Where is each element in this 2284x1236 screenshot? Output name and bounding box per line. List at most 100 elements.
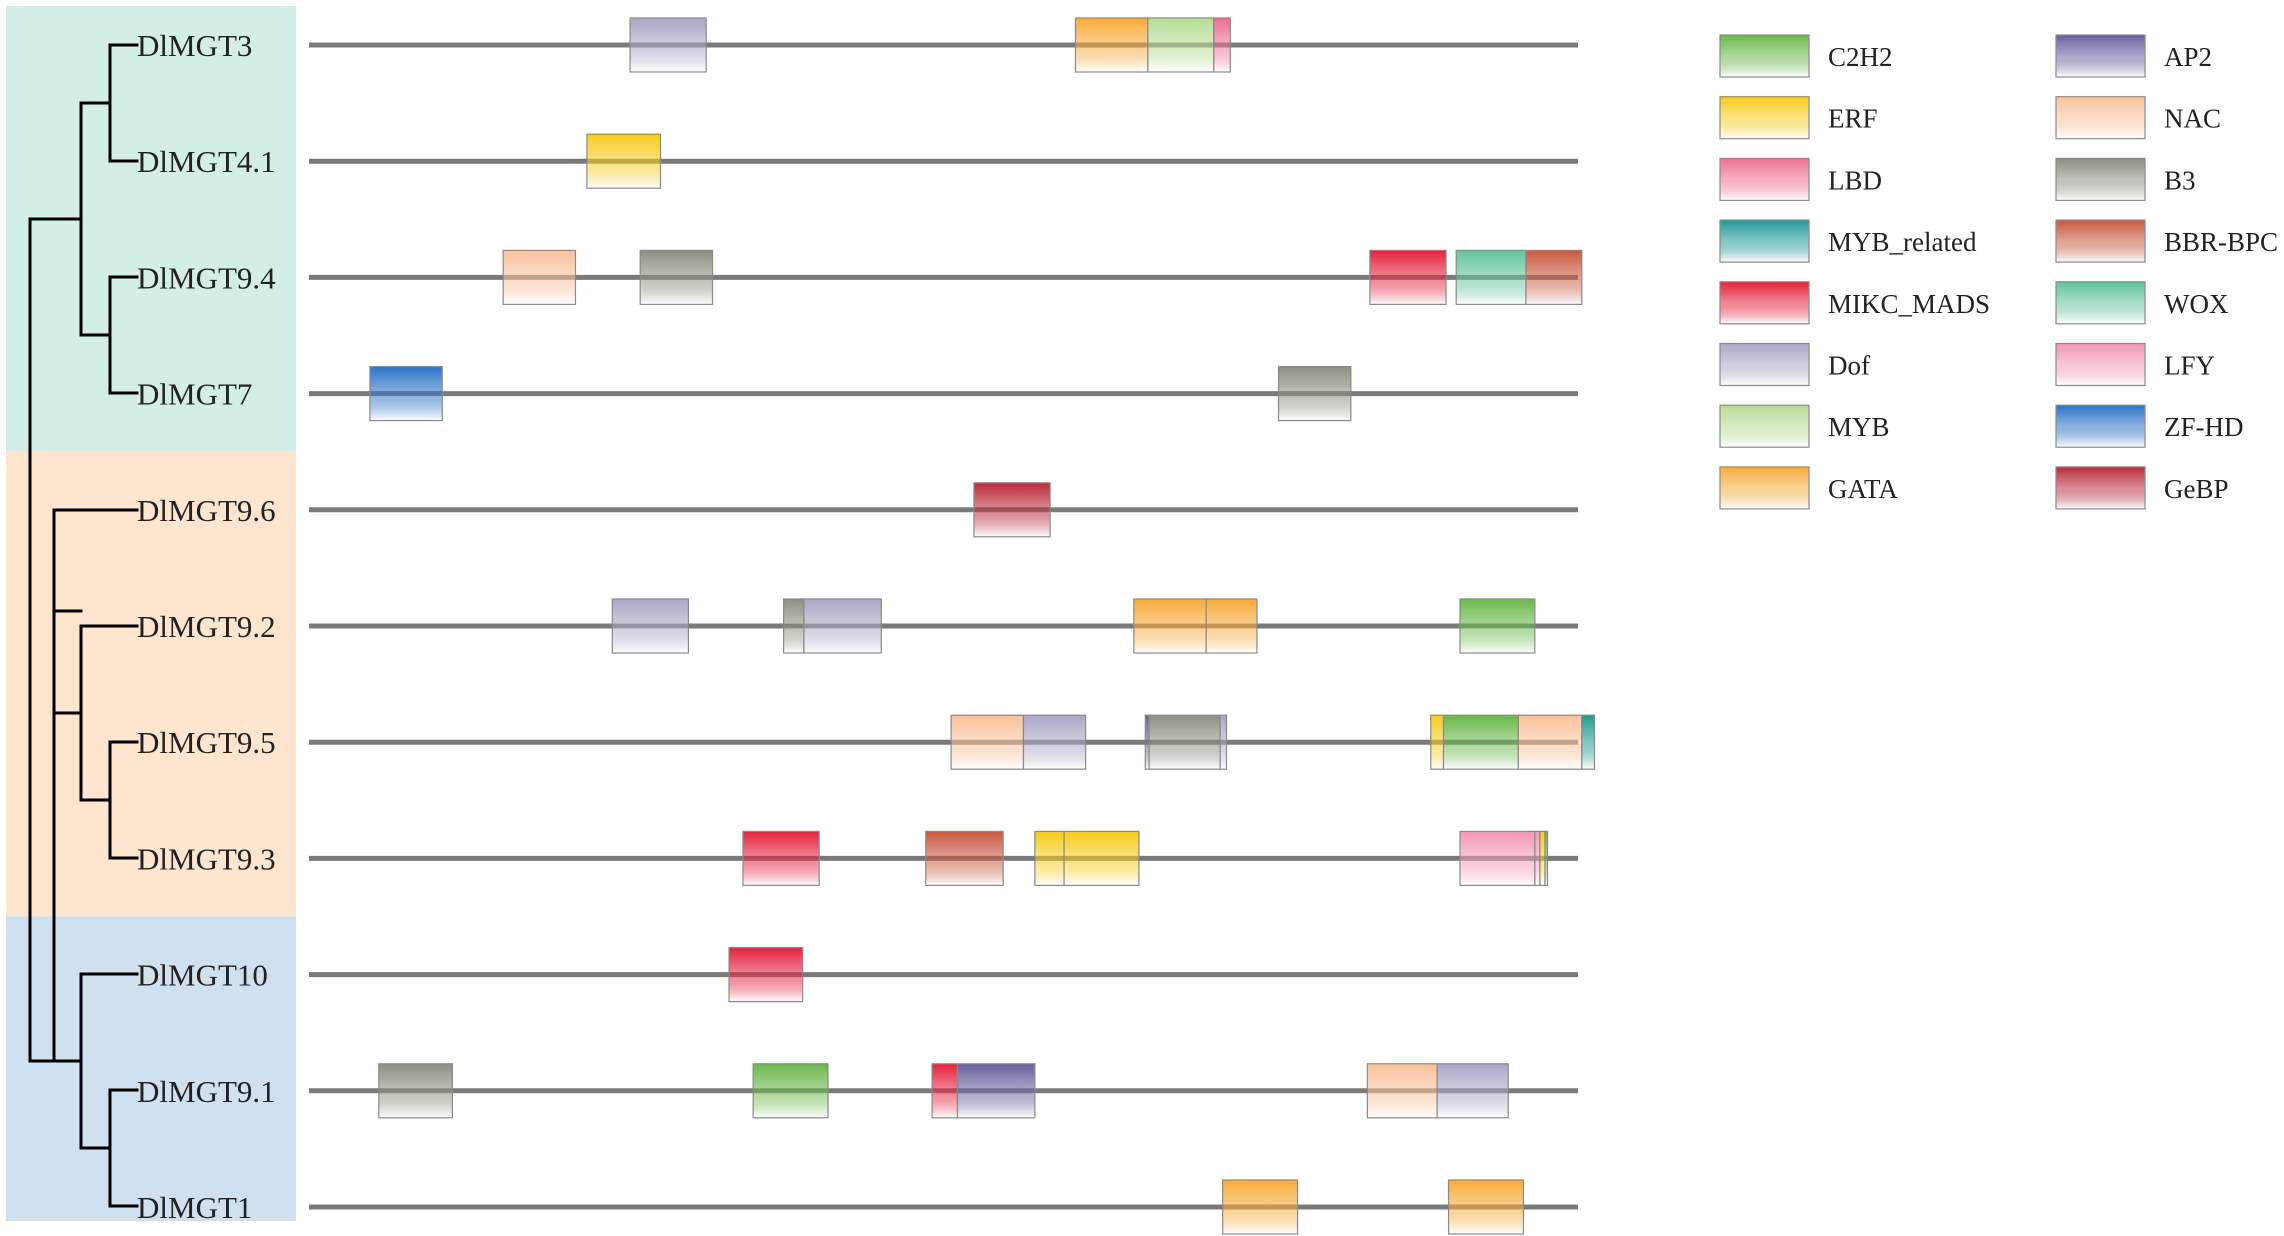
phylogenetic-tree	[28, 43, 139, 1208]
legend-item: WOX	[2055, 281, 2229, 325]
domain-box	[1544, 830, 1549, 887]
domain-box	[611, 598, 690, 654]
domain-box	[629, 17, 707, 73]
legend-item: MYB_related	[1719, 219, 1977, 263]
legend-label: AP2	[2164, 42, 2212, 72]
domain-box	[1581, 714, 1596, 770]
gene-label: DlMGT9.5	[137, 725, 276, 760]
legend-swatch	[1719, 404, 1810, 448]
domain-box	[973, 482, 1051, 538]
domain-box	[1366, 1063, 1438, 1119]
gene-row: DlMGT9.5	[137, 714, 1596, 770]
legend-label: Dof	[1828, 351, 1870, 381]
legend-item: BBR-BPC	[2055, 219, 2278, 263]
domain-box	[1133, 598, 1207, 654]
legend-item: GATA	[1719, 466, 1898, 510]
domain-box	[1430, 714, 1445, 770]
gene-label: DlMGT9.2	[137, 609, 276, 644]
domain-box	[1534, 830, 1541, 887]
domain-box	[1034, 830, 1065, 887]
gene-tracks: DlMGT3 DlMGT4.1 DlMGT9.4 DlMGT7 DlMGT9.6 DlMG…	[137, 17, 1596, 1235]
domain-box	[925, 830, 1004, 887]
domain-box	[1205, 598, 1258, 654]
gene-label: DlMGT1	[137, 1190, 252, 1225]
legend-item: ZF-HD	[2055, 404, 2244, 448]
gene-label: DlMGT9.4	[137, 260, 276, 295]
legend-swatch	[1719, 342, 1810, 387]
legend-label: GeBP	[2164, 474, 2229, 504]
domain-box	[1063, 830, 1140, 887]
domain-box	[1459, 830, 1536, 887]
legend-label: NAC	[2164, 104, 2221, 134]
gene-row: DlMGT9.3	[137, 830, 1578, 887]
domain-box	[1219, 714, 1228, 770]
domain-box	[950, 714, 1025, 770]
legend-item: Dof	[1719, 342, 1870, 387]
domain-box	[586, 133, 662, 189]
gene-label: DlMGT3	[137, 28, 252, 63]
domain-box	[783, 598, 805, 654]
domain-box	[803, 598, 882, 654]
domain-box	[1213, 17, 1231, 73]
domain-box	[502, 249, 577, 305]
legend-item: LFY	[2055, 342, 2215, 387]
domain-box	[1369, 249, 1447, 305]
group-band	[6, 6, 296, 452]
domain-box	[1277, 366, 1352, 422]
domain-box	[1436, 1063, 1509, 1119]
domain-box	[1074, 17, 1149, 73]
legend-label: LBD	[1828, 165, 1882, 195]
gene-row: DlMGT1	[137, 1179, 1578, 1235]
domain-box	[639, 249, 714, 305]
legend-label: MIKC_MADS	[1828, 289, 1990, 319]
legend-label: B3	[2164, 165, 2196, 195]
legend-item: AP2	[2055, 34, 2212, 78]
domain-box	[1459, 598, 1536, 654]
legend-label: WOX	[2164, 289, 2229, 319]
domain-box	[956, 1063, 1036, 1119]
legend-item: ERF	[1719, 96, 1878, 140]
legend-label: BBR-BPC	[2164, 227, 2278, 257]
gene-label: DlMGT7	[137, 377, 252, 412]
legend-swatch	[2055, 281, 2146, 325]
gene-row: DlMGT10	[137, 946, 1578, 1003]
legend-swatch	[2055, 404, 2146, 448]
gene-row: DlMGT9.4	[137, 249, 1583, 305]
legend-swatch	[2055, 96, 2146, 140]
legend-item: B3	[2055, 157, 2196, 201]
domain-box	[1148, 714, 1221, 770]
gene-label: DlMGT9.1	[137, 1074, 276, 1109]
domain-box	[1022, 714, 1087, 770]
legend-label: C2H2	[1828, 42, 1893, 72]
domain-box	[1455, 249, 1527, 305]
gene-label: DlMGT9.6	[137, 493, 276, 528]
legend-label: LFY	[2164, 351, 2215, 381]
domain-box	[1147, 17, 1215, 73]
domain-box	[378, 1063, 453, 1119]
gene-label: DlMGT9.3	[137, 841, 276, 876]
legend-swatch	[1719, 96, 1810, 140]
legend-swatch	[2055, 34, 2146, 78]
gene-row: DlMGT9.1	[137, 1063, 1578, 1119]
legend-label: MYB	[1828, 412, 1890, 442]
domain-box	[742, 830, 820, 887]
domain-box	[1447, 1179, 1525, 1235]
gene-row: DlMGT7	[137, 366, 1578, 422]
domain-box	[1525, 249, 1583, 305]
legend-swatch	[2055, 219, 2146, 263]
domain-box	[931, 1063, 959, 1119]
legend-swatch	[2055, 466, 2146, 510]
legend-label: ZF-HD	[2164, 412, 2244, 442]
gene-row: DlMGT4.1	[137, 133, 1578, 189]
legend-swatch	[1719, 34, 1810, 78]
legend: C2H2 ERF LBD MYB_related MIKC_MADS Dof MYB GATA…	[1719, 34, 2278, 510]
legend-swatch	[1719, 219, 1810, 263]
legend-swatch	[1719, 281, 1810, 325]
gene-label: DlMGT10	[137, 958, 268, 993]
legend-swatch	[1719, 466, 1810, 510]
domain-box	[1222, 1179, 1299, 1235]
domain-box	[728, 946, 804, 1003]
legend-label: MYB_related	[1828, 227, 1977, 257]
legend-label: GATA	[1828, 474, 1898, 504]
